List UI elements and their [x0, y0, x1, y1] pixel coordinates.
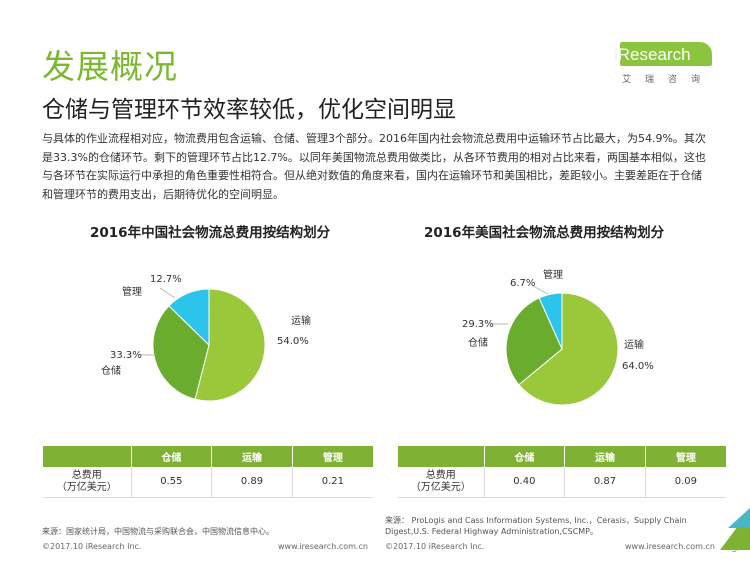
- us-pie-slice-storage: [505, 297, 563, 386]
- china-pie-slice-storage: [152, 305, 210, 400]
- us-leader-line-management: [532, 285, 549, 295]
- china-pie-slice-transport: [194, 288, 266, 402]
- table-header-row: 仓储 运输 管理: [398, 446, 726, 467]
- table-header-cell: [43, 446, 132, 467]
- us-slice-name-transport: 运输: [624, 338, 644, 351]
- table-header-cell: 运输: [564, 446, 646, 467]
- row-label: 总费用 （万亿美元）: [43, 467, 132, 498]
- row-label-line1: 总费用: [425, 469, 456, 481]
- us-pie-slice-management: [538, 292, 563, 350]
- source-note-china: 来源：国家统计局，中国物流与采购联合会，中国物流信息中心。: [42, 527, 274, 536]
- us-chart-title: 2016年美国社会物流总费用按结构划分: [424, 225, 665, 241]
- china-pie-slice-management: [168, 288, 210, 347]
- table-cell: 0.87: [564, 467, 646, 498]
- table-header-cell: 管理: [292, 446, 373, 467]
- table-row: 总费用 （万亿美元） 0.55 0.89 0.21: [43, 467, 373, 498]
- us-slice-name-management: 管理: [543, 268, 563, 281]
- iresearch-logo: iResearch 艾瑞咨询: [612, 42, 715, 85]
- row-label: 总费用 （万亿美元）: [398, 467, 485, 498]
- footer-url-right[interactable]: www.iresearch.com.cn: [625, 542, 715, 551]
- table-header-cell: [398, 446, 485, 467]
- china-slice-name-transport: 运输: [291, 314, 311, 327]
- page-subtitle: 仓储与管理环节效率较低，优化空间明显: [42, 97, 456, 123]
- table-header-row: 仓储 运输 管理: [43, 446, 373, 467]
- china-slice-name-management: 管理: [122, 285, 142, 298]
- page-number: 9: [731, 542, 738, 555]
- page-title: 发展概况: [42, 47, 178, 86]
- table-header-cell: 仓储: [131, 446, 213, 467]
- intro-paragraph: 与具体的作业流程相对应，物流费用包含运输、仓储、管理3个部分。2016年国内社会…: [42, 132, 706, 201]
- footer-copyright-right: ©2017.10 iResearch Inc.: [385, 542, 485, 551]
- row-label-line2: （万亿美元）: [56, 481, 117, 493]
- logo-chinese-name: 艾瑞咨询: [622, 75, 715, 85]
- table-header-cell: 仓储: [484, 446, 566, 467]
- china-slice-value-management: 12.7%: [150, 274, 182, 285]
- table-cell: 0.89: [211, 467, 293, 498]
- row-label-line2: （万亿美元）: [410, 481, 471, 493]
- china-slice-value-transport: 54.0%: [277, 336, 309, 347]
- logo-badge: [620, 42, 712, 66]
- table-cell: 0.40: [484, 467, 566, 498]
- us-slice-value-management: 6.7%: [510, 278, 535, 289]
- table-cell: 0.09: [645, 467, 726, 498]
- us-pie-slice-transport: [518, 292, 619, 406]
- logo-wordmark: iResearch: [614, 45, 691, 65]
- corner-decoration-accent: [728, 508, 750, 528]
- china-chart-title: 2016年中国社会物流总费用按结构划分: [90, 225, 331, 241]
- logo-wordmark-i: i: [614, 45, 618, 64]
- table-header-cell: 管理: [645, 446, 726, 467]
- row-label-line1: 总费用: [71, 469, 102, 481]
- china-slice-value-storage: 33.3%: [110, 350, 142, 361]
- table-cell: 0.55: [131, 467, 213, 498]
- table-cell: 0.21: [292, 467, 373, 498]
- china-cost-table: 仓储 运输 管理 总费用 （万亿美元） 0.55 0.89 0.21: [43, 446, 373, 498]
- us-slice-value-transport: 64.0%: [622, 361, 654, 372]
- table-header-cell: 运输: [211, 446, 293, 467]
- table-row: 总费用 （万亿美元） 0.40 0.87 0.09: [398, 467, 726, 498]
- footer-url-left[interactable]: www.iresearch.com.cn: [278, 542, 368, 551]
- source-note-us: 来源： ProLogis and Cass Information System…: [385, 516, 687, 536]
- logo-wordmark-rest: Research: [617, 45, 691, 64]
- us-cost-table: 仓储 运输 管理 总费用 （万亿美元） 0.40 0.87 0.09: [398, 446, 726, 498]
- china-leader-line-management: [159, 287, 176, 299]
- china-slice-name-storage: 仓储: [101, 364, 121, 377]
- pie-charts: 运输 54.0% 仓储 33.3% 管理 12.7% 运输 64.0% 仓储 29.3% 管理 6.7…: [101, 268, 654, 406]
- us-slice-name-storage: 仓储: [468, 336, 488, 349]
- us-slice-value-storage: 29.3%: [462, 319, 494, 330]
- footer-copyright-left: ©2017.10 iResearch Inc.: [42, 542, 142, 551]
